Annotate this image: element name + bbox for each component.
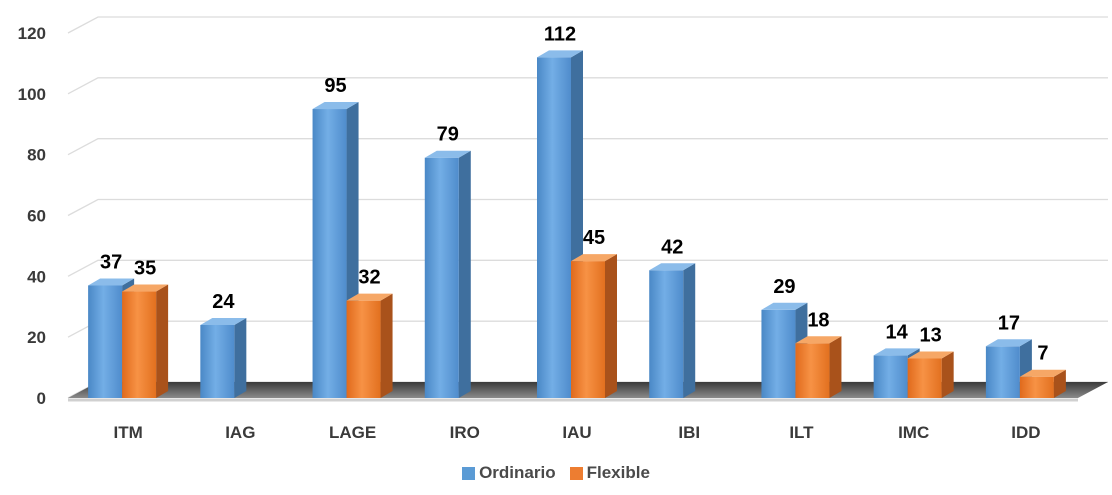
data-label-flexible-imc: 13 — [920, 324, 942, 346]
data-labels: 37 35 24 95 32 79 112 45 42 29 18 14 13 17 7 — [100, 23, 1048, 364]
bars — [88, 50, 1066, 399]
legend-label-flexible: Flexible — [586, 463, 650, 482]
x-tick-label-iau: IAU — [562, 423, 591, 442]
legend-swatch-ordinario — [462, 466, 476, 480]
gridline — [67, 16, 1108, 34]
bar-ordinario-iag — [200, 318, 247, 398]
x-tick-label-iro: IRO — [450, 423, 480, 442]
gridline — [67, 138, 1108, 156]
bar-chart: 0 20 40 60 80 100 120 ITM IAG LAGE IRO IAU IBI ILT IM… — [18, 16, 1108, 442]
y-tick-label: 60 — [27, 207, 46, 226]
x-axis: ITM IAG LAGE IRO IAU IBI ILT IMC IDD — [113, 423, 1040, 442]
legend-swatch-flexible — [569, 466, 583, 480]
data-label-ordinario-idd: 17 — [998, 312, 1020, 334]
bar-flexible-imc — [907, 351, 954, 398]
x-tick-label-imc: IMC — [898, 423, 929, 442]
x-tick-label-idd: IDD — [1011, 423, 1040, 442]
data-label-flexible-iau: 45 — [583, 227, 605, 249]
x-tick-label-iag: IAG — [225, 423, 255, 442]
y-tick-label: 80 — [27, 146, 46, 165]
legend-item-ordinario: Ordinario — [462, 463, 556, 483]
bar-flexible-itm — [122, 284, 169, 398]
gridline — [67, 77, 1108, 95]
y-tick-label: 100 — [18, 85, 46, 104]
legend-label-ordinario: Ordinario — [479, 463, 556, 482]
gridline — [67, 198, 1108, 217]
data-label-ordinario-iau: 112 — [544, 23, 576, 45]
y-tick-label: 120 — [18, 24, 46, 43]
y-axis: 0 20 40 60 80 100 120 — [18, 24, 46, 408]
data-label-ordinario-ilt: 29 — [773, 276, 795, 298]
bar-ordinario-iro — [424, 150, 471, 398]
bar-flexible-ilt — [795, 336, 842, 398]
gridlines — [67, 16, 1108, 399]
bar-flexible-lage — [346, 293, 393, 398]
bar-flexible-idd — [1019, 369, 1066, 398]
data-label-flexible-lage: 32 — [358, 267, 380, 289]
data-label-ordinario-iag: 24 — [212, 291, 235, 313]
y-tick-label: 20 — [27, 328, 46, 347]
data-label-ordinario-imc: 14 — [886, 321, 909, 343]
data-label-ordinario-lage: 95 — [324, 75, 346, 97]
data-label-ordinario-itm: 37 — [100, 251, 122, 273]
y-tick-label: 40 — [27, 267, 46, 286]
x-tick-label-ibi: IBI — [678, 423, 700, 442]
gridline — [67, 259, 1108, 277]
x-tick-label-itm: ITM — [113, 423, 142, 442]
y-tick-label: 0 — [37, 389, 46, 408]
data-label-ordinario-ibi: 42 — [661, 236, 683, 258]
data-label-flexible-idd: 7 — [1037, 343, 1048, 365]
x-tick-label-ilt: ILT — [789, 423, 814, 442]
legend-item-flexible: Flexible — [569, 463, 650, 483]
bar-ordinario-ibi — [649, 263, 696, 398]
legend: Ordinario Flexible — [0, 458, 1112, 488]
data-label-flexible-itm: 35 — [134, 258, 156, 280]
bar-ordinario-imc — [873, 348, 920, 398]
data-label-flexible-ilt: 18 — [807, 309, 829, 331]
x-tick-label-lage: LAGE — [329, 423, 376, 442]
data-label-ordinario-iro: 79 — [437, 124, 459, 146]
bar-flexible-iau — [571, 254, 617, 398]
